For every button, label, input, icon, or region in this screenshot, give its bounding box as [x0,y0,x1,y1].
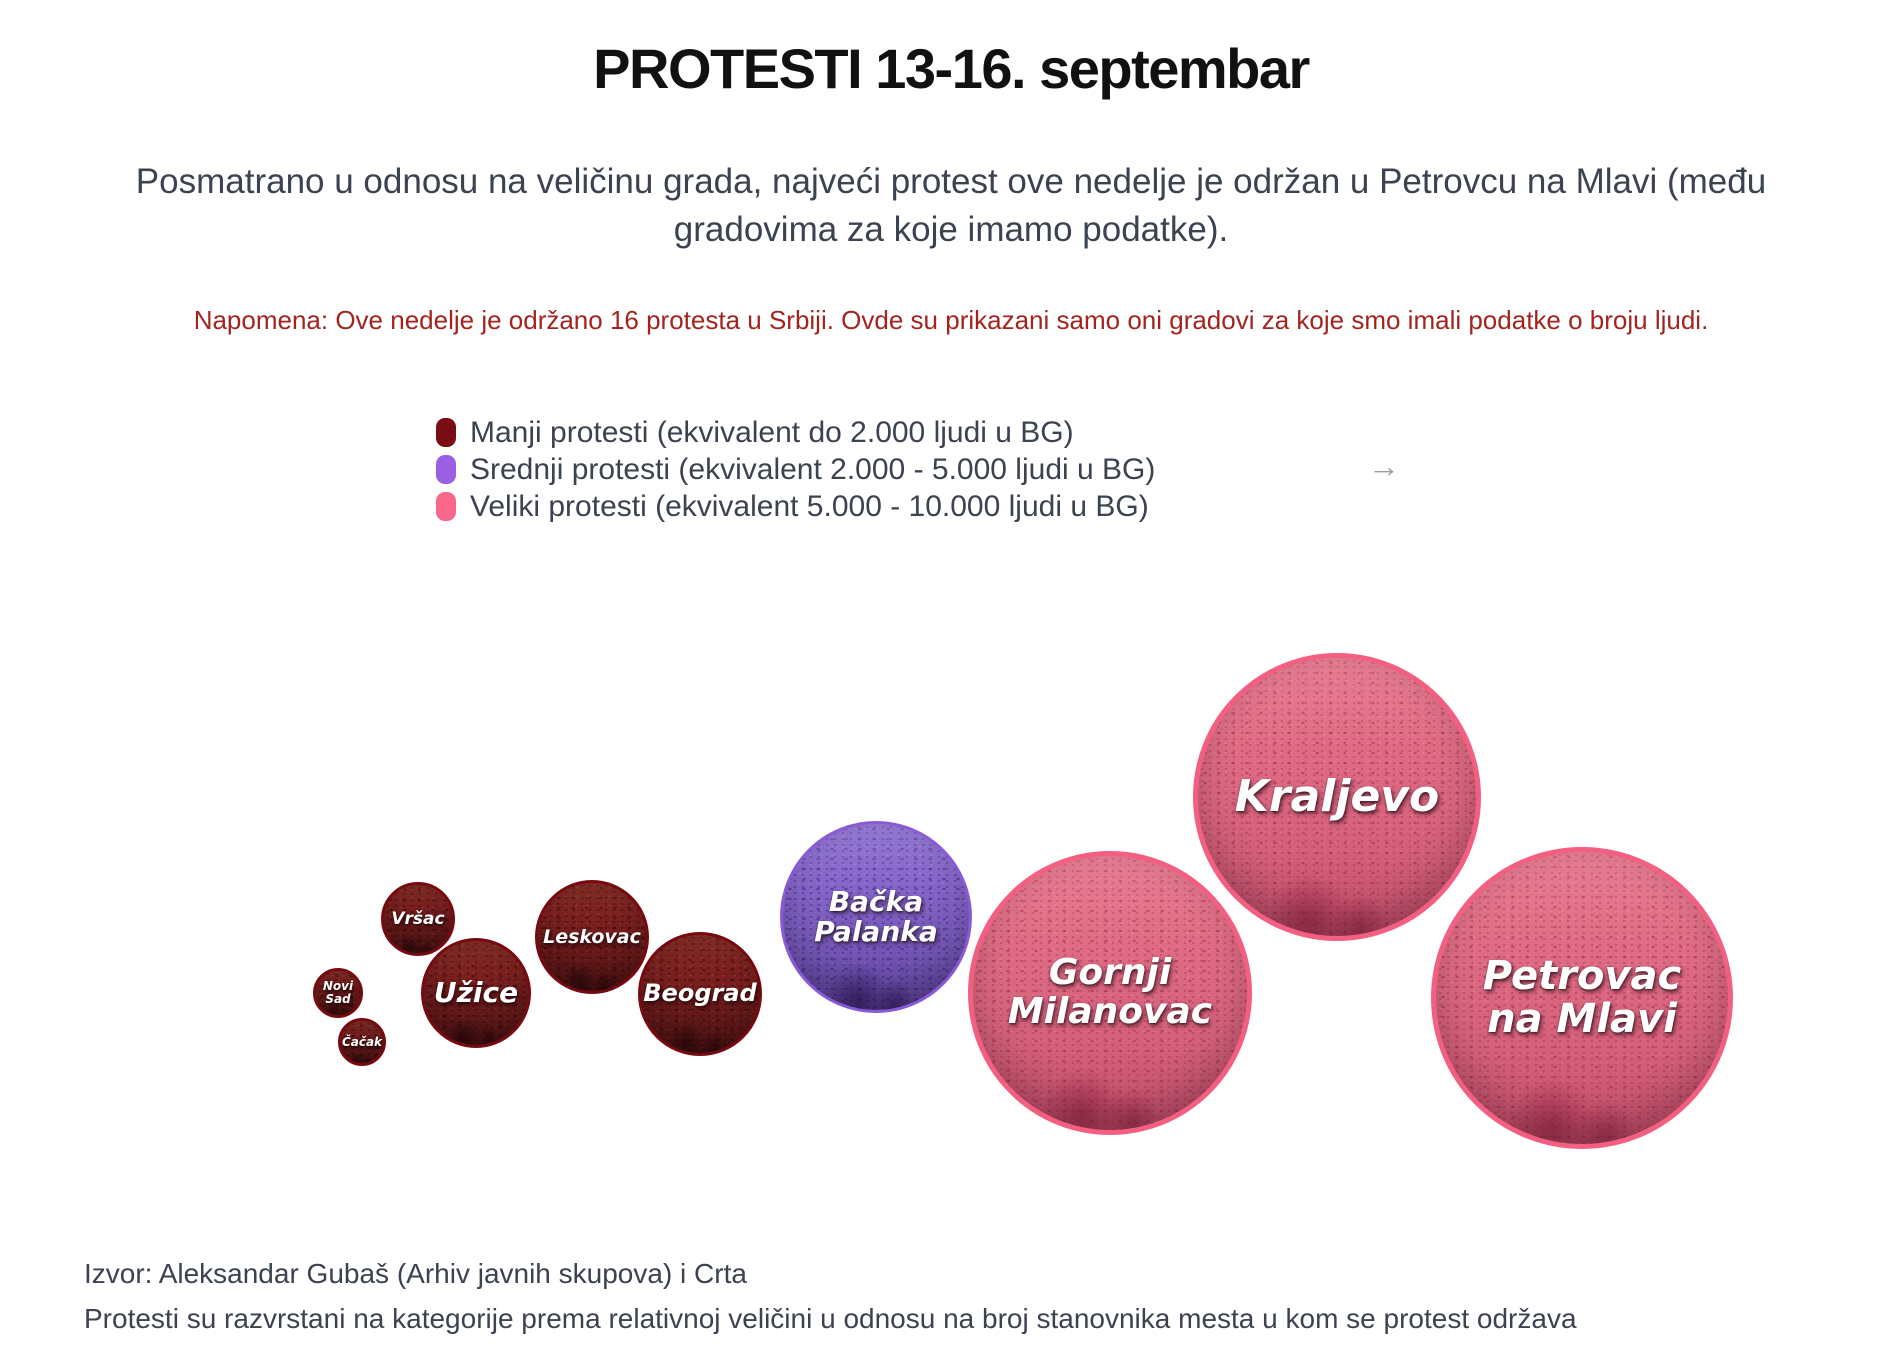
bubble-label: Bačka Palanka [814,884,938,948]
bubble-beograd[interactable]: Beograd [638,932,762,1056]
bubble-label: Užice [433,975,519,1009]
legend-item-manji: Manji protesti (ekvivalent do 2.000 ljud… [436,414,1155,451]
bubble-kraljevo[interactable]: Kraljevo [1193,653,1481,941]
legend-marker-srednji-icon [436,455,456,484]
legend-label-srednji: Srednji protesti (ekvivalent 2.000 - 5.0… [470,452,1156,486]
bubble-label: Vršac [391,908,445,929]
legend-label-manji: Manji protesti (ekvivalent do 2.000 ljud… [470,415,1074,449]
note-text: Napomena: Ove nedelje je održano 16 prot… [193,305,1709,335]
legend-item-veliki: Veliki protesti (ekvivalent 5.000 - 10.0… [436,488,1155,525]
bubble-label: Petrovac na Mlavi [1482,952,1682,1042]
bubble-gornji-milanovac[interactable]: Gornji Milanovac [968,851,1252,1135]
legend-marker-manji-icon [436,418,456,447]
legend-marker-veliki-icon [436,492,456,521]
page-title: PROTESTI 13-16. septembar [593,37,1310,100]
bubble-leskovac[interactable]: Leskovac [535,880,649,994]
next-arrow-icon[interactable]: → [1368,448,1400,484]
bubble-label: Beograd [643,979,757,1008]
bubble-cacak[interactable]: Čačak [338,1018,386,1066]
bubble-label: Čačak [341,1034,383,1049]
bubble-petrovac-na-mlavi[interactable]: Petrovac na Mlavi [1431,847,1733,1149]
subtitle: Posmatrano u odnosu na veličinu grada, n… [135,162,1767,250]
methodology-line: Protesti su razvrstani na kategorije pre… [84,1302,1577,1334]
bubble-novi-sad[interactable]: Novi Sad [313,968,363,1018]
bubble-label: Kraljevo [1234,771,1440,823]
footer: Izvor: Aleksandar Gubaš (Arhiv javnih sk… [84,1252,1844,1342]
source-line: Izvor: Aleksandar Gubaš (Arhiv javnih sk… [84,1258,747,1289]
legend: Manji protesti (ekvivalent do 2.000 ljud… [436,414,1155,525]
bubble-label: Leskovac [543,925,641,948]
bubble-backa-palanka[interactable]: Bačka Palanka [780,821,972,1013]
bubble-label: Novi Sad [322,979,354,1006]
legend-item-srednji: Srednji protesti (ekvivalent 2.000 - 5.0… [436,451,1155,488]
bubble-label: Gornji Milanovac [1007,952,1213,1032]
bubble-uzice[interactable]: Užice [421,938,531,1048]
bubble-vrsac[interactable]: Vršac [381,882,455,956]
legend-label-veliki: Veliki protesti (ekvivalent 5.000 - 10.0… [470,489,1149,523]
